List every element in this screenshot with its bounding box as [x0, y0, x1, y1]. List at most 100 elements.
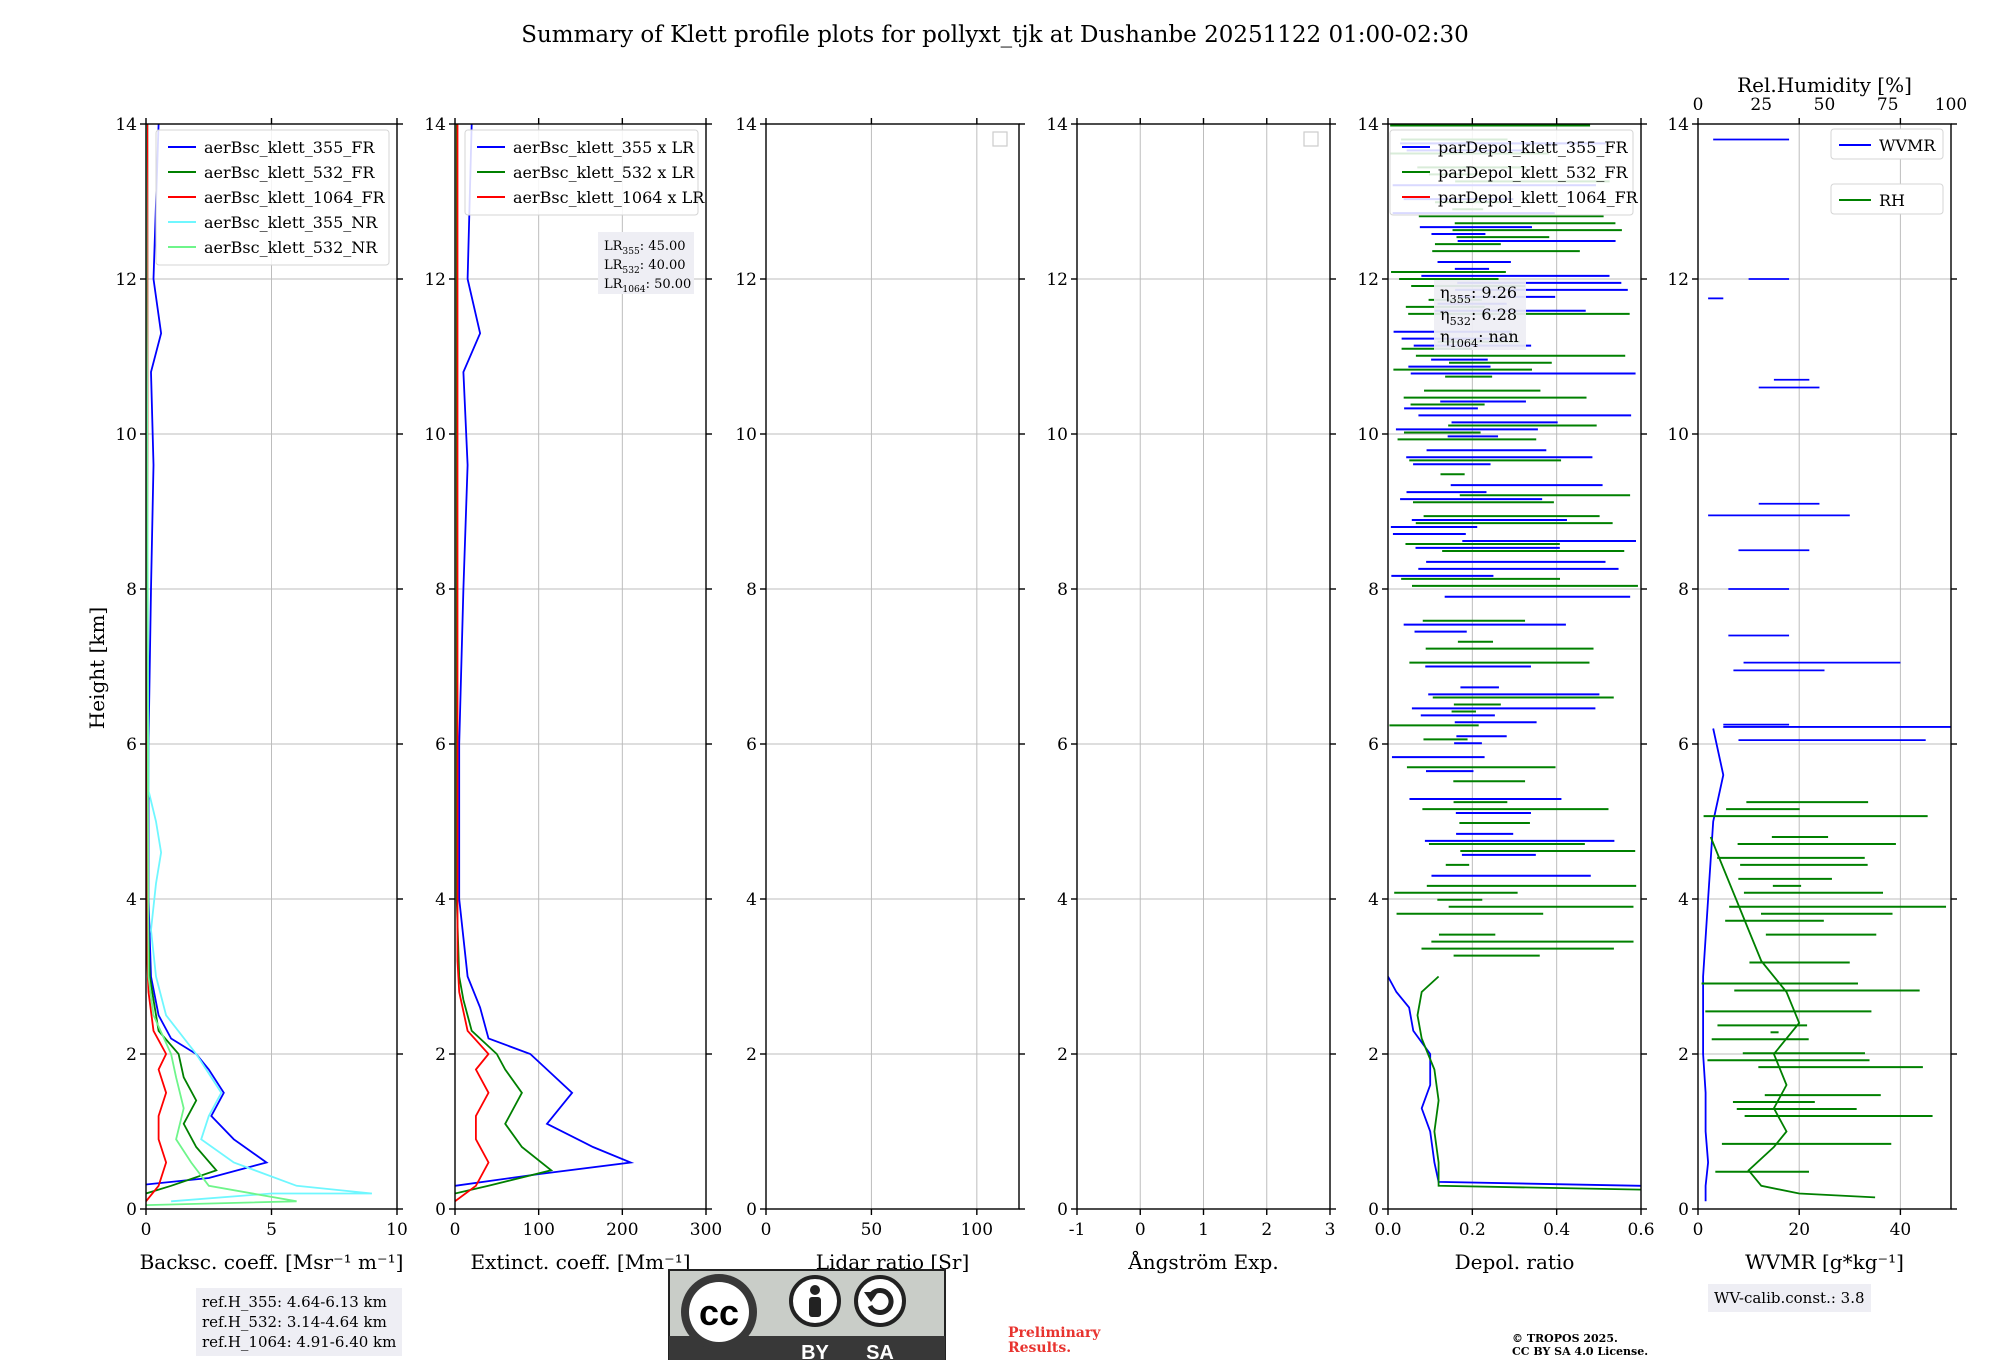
y-tick-label: 8 — [1057, 580, 1068, 600]
legend-frame — [1830, 183, 1944, 215]
axes-frame-lidar_ratio — [765, 123, 1020, 1210]
ref-height-355: ref.H_355: 4.64-6.13 km — [202, 1293, 387, 1311]
x-tick-label: 0.0 — [1374, 1220, 1401, 1240]
y-tick-label: 4 — [1057, 890, 1068, 910]
x-tick-label: 100 — [522, 1220, 554, 1240]
copyright-line-2: CC BY SA 4.0 License. — [1512, 1345, 1649, 1358]
x-tick-label: 200 — [606, 1220, 638, 1240]
y-tick-label: 2 — [435, 1045, 446, 1065]
y-tick-label: 2 — [1678, 1045, 1689, 1065]
y-tick-label: 12 — [115, 270, 137, 290]
x-tick-label: 3 — [1325, 1220, 1336, 1240]
x-tick-label: 100 — [961, 1220, 993, 1240]
y-tick-label: 10 — [424, 425, 446, 445]
legend-extinction: aerBsc_klett_355 x LR aerBsc_klett_532 x … — [464, 129, 705, 216]
y-tick-label: 8 — [126, 580, 137, 600]
x-tick-label: 5 — [266, 1220, 277, 1240]
lidar-ratio-label: LR1064: 50.00 — [604, 277, 691, 295]
y-tick-label: 8 — [1368, 580, 1379, 600]
legend-backscatter: aerBsc_klett_355_FR aerBsc_klett_532_FRae… — [155, 129, 390, 266]
copyright-line-1: © TROPOS 2025. — [1512, 1332, 1618, 1345]
legend-label: parDepol_klett_1064_FR — [1438, 188, 1639, 207]
preliminary-results-note: Preliminary Results. — [1008, 1326, 1100, 1356]
x-tick-label: 40 — [1890, 1220, 1912, 1240]
series-line — [455, 124, 490, 1203]
series-line — [1388, 976, 1641, 1187]
y-tick-label: 4 — [1368, 890, 1379, 910]
x-tick-label: -1 — [1069, 1220, 1086, 1240]
empty-legend-box — [1303, 131, 1319, 147]
x-tick-label: 20 — [1788, 1220, 1810, 1240]
x-tick-label: 0 — [1135, 1220, 1146, 1240]
y-tick-label: 6 — [1368, 735, 1379, 755]
y-tick-label: 2 — [1057, 1045, 1068, 1065]
lidar-ratio-label: LR532: 40.00 — [604, 258, 686, 276]
eta-label: η532: 6.28 — [1440, 305, 1517, 328]
y-tick-label: 14 — [1667, 115, 1689, 135]
y-tick-label: 6 — [435, 735, 446, 755]
x-axis-label: Backsc. coeff. [Msr⁻¹ m⁻¹] — [140, 1250, 404, 1274]
y-tick-label: 0 — [435, 1200, 446, 1220]
plot-area-backscatter — [146, 124, 372, 1206]
x2-tick-label: 25 — [1750, 95, 1772, 115]
plot-area-extinction — [455, 124, 635, 1203]
ref-height-532: ref.H_532: 3.14-4.64 km — [202, 1313, 387, 1331]
y-tick-label: 14 — [1357, 115, 1379, 135]
legend-lidar_ratio — [992, 131, 1008, 147]
y-tick-label: 12 — [1357, 270, 1379, 290]
legend-label: aerBsc_klett_532_NR — [204, 238, 378, 257]
series-line — [146, 124, 297, 1206]
wv-calibration-text: WV-calib.const.: 3.8 — [1714, 1289, 1865, 1307]
y-tick-label: 0 — [126, 1200, 137, 1220]
legend-label: aerBsc_klett_355_NR — [204, 213, 378, 232]
y-tick-label: 6 — [1057, 735, 1068, 755]
x-axis-label: Depol. ratio — [1455, 1250, 1575, 1274]
eta-label: η355: 9.26 — [1440, 283, 1517, 306]
series-line — [146, 124, 372, 1203]
legend-angstrom — [1303, 131, 1319, 147]
cc-by-sa-badge[interactable]: cc BY SA — [668, 1269, 946, 1360]
x2-tick-label: 100 — [1935, 95, 1967, 115]
axes-frame-extinction — [454, 123, 707, 1210]
y-tick-label: 10 — [1357, 425, 1379, 445]
preliminary-line-1: Preliminary — [1008, 1325, 1101, 1341]
y-tick-label: 6 — [126, 735, 137, 755]
x-axis-label: Extinct. coeff. [Mm⁻¹] — [470, 1250, 690, 1274]
cc-badge-symbol: cc — [699, 1292, 739, 1333]
axes-frame-depol — [1387, 123, 1642, 1210]
y-tick-label: 4 — [1678, 890, 1689, 910]
x-tick-label: 10 — [386, 1220, 408, 1240]
x-tick-label: 0.2 — [1459, 1220, 1486, 1240]
y-tick-label: 2 — [1368, 1045, 1379, 1065]
legend-label: parDepol_klett_355_FR — [1438, 138, 1629, 157]
y-tick-label: 4 — [746, 890, 757, 910]
x-tick-label: 0 — [1693, 1220, 1704, 1240]
series-line — [1416, 975, 1641, 1191]
y-tick-label: 0 — [1057, 1200, 1068, 1220]
y-axis-label: Height [km] — [85, 607, 109, 729]
y-tick-label: 14 — [735, 115, 757, 135]
cc-badge-term-sa: SA — [866, 1342, 894, 1360]
x-axis-label: WVMR [g*kg⁻¹] — [1745, 1250, 1904, 1274]
x2-tick-label: 50 — [1814, 95, 1836, 115]
legend-label: aerBsc_klett_532 x LR — [513, 163, 695, 182]
eta-box — [1434, 280, 1526, 350]
x-tick-label: 2 — [1261, 1220, 1272, 1240]
by-person-icon — [789, 1275, 841, 1327]
ref-height-1064: ref.H_1064: 4.91-6.40 km — [202, 1333, 397, 1351]
x-axis-label: Ångström Exp. — [1127, 1249, 1278, 1274]
x2-axis-label: Rel.Humidity [%] — [1737, 73, 1912, 97]
x-tick-label: 50 — [861, 1220, 883, 1240]
series-line — [146, 124, 168, 1202]
y-tick-label: 12 — [424, 270, 446, 290]
preliminary-line-2: Results. — [1008, 1340, 1072, 1356]
cc-badge-term-by: BY — [801, 1342, 829, 1360]
y-tick-label: 8 — [746, 580, 757, 600]
y-tick-label: 2 — [126, 1045, 137, 1065]
y-tick-label: 10 — [735, 425, 757, 445]
legend-label: parDepol_klett_532_FR — [1438, 163, 1629, 182]
y-tick-label: 10 — [1046, 425, 1068, 445]
x2-tick-label: 0 — [1693, 95, 1704, 115]
